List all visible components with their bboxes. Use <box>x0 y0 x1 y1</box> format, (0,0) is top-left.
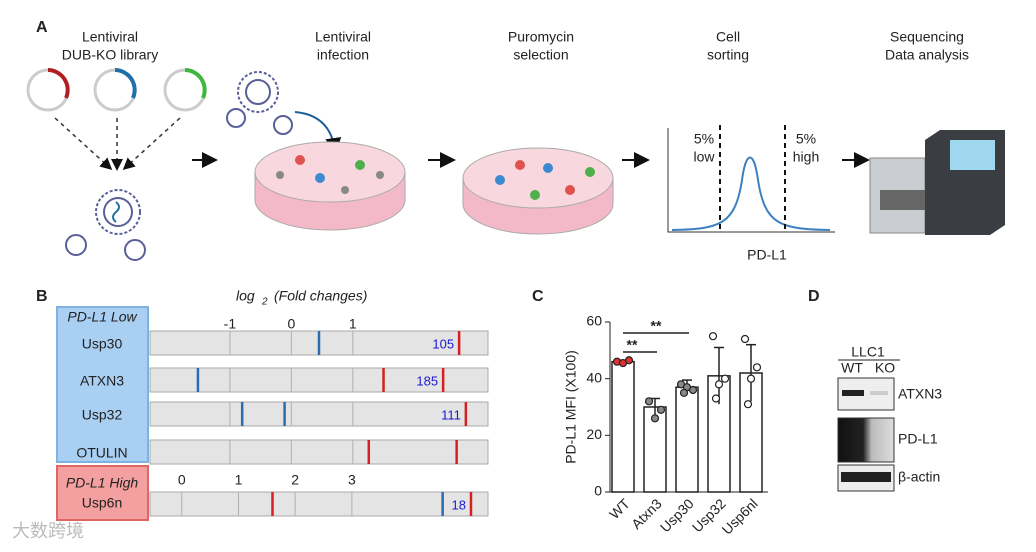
data-point <box>746 374 756 383</box>
axis-title-sub: 2 <box>261 297 268 308</box>
step-title: Lentiviral <box>82 29 138 45</box>
significance-label: ** <box>627 337 638 353</box>
panel-label: D <box>808 288 820 305</box>
x-tick-label: 0 <box>287 316 295 332</box>
gate-label: low <box>693 149 715 165</box>
x-tick-label: Usp30 <box>657 495 697 535</box>
step-title: selection <box>513 47 568 63</box>
step-title: Lentiviral <box>315 29 371 45</box>
blot-label: ATXN3 <box>898 386 942 402</box>
data-point <box>650 414 660 423</box>
y-tick-label: 20 <box>586 426 602 442</box>
data-point <box>708 332 718 341</box>
count-label: 18 <box>452 497 466 512</box>
step-title: DUB-KO library <box>62 47 158 63</box>
panel-label: C <box>532 288 544 305</box>
blots <box>837 377 895 492</box>
dashed-arrows <box>54 117 181 171</box>
row-bar <box>149 439 489 465</box>
row-name: Usp30 <box>82 336 123 352</box>
x-tick-label: 0 <box>178 472 186 488</box>
data-point <box>720 374 730 383</box>
step-title: sorting <box>707 47 749 63</box>
axis-label: PD-L1 <box>747 247 787 263</box>
sequencer <box>869 130 1005 235</box>
gate-label: high <box>793 149 819 165</box>
x-tick-label: WT <box>606 495 633 522</box>
step-titles: Lentiviral DUB-KO library Lentiviral inf… <box>62 29 969 63</box>
significance-label: ** <box>651 318 662 334</box>
count-label: 185 <box>416 373 438 388</box>
row-name: ATXN3 <box>80 373 124 389</box>
x-tick-label: 1 <box>349 316 357 332</box>
group-label: PD-L1 Low <box>67 309 137 325</box>
group-label: PD-L1 High <box>66 475 139 491</box>
lane-label: WT <box>841 360 863 376</box>
data-point <box>752 363 762 372</box>
blot-label: β-actin <box>898 469 940 485</box>
row-name: Usp6n <box>82 495 122 511</box>
step-title: Cell <box>716 29 740 45</box>
blot-label: PD-L1 <box>898 431 938 447</box>
axis-title: (Fold changes) <box>274 288 367 304</box>
row-name: Usp32 <box>82 407 123 423</box>
data-point <box>711 394 721 403</box>
y-axis-label: PD-L1 MFI (X100) <box>563 350 579 464</box>
panel-b: PD-L1 Low -1 0 1 Usp30 105 ATXN3 185 Usp32 111 OTU… <box>56 306 489 521</box>
data-point <box>714 380 724 389</box>
group-box <box>56 306 149 463</box>
data-point <box>618 358 628 368</box>
panel-label: A <box>36 19 48 36</box>
count-label: 105 <box>432 336 454 351</box>
row-bar <box>149 367 489 393</box>
dishes <box>254 141 614 235</box>
step-title: Sequencing <box>890 29 964 45</box>
viruses <box>65 71 293 261</box>
row-name: OTULIN <box>76 445 127 461</box>
bar <box>611 360 635 493</box>
row-bar <box>149 401 489 427</box>
x-tick-label: 2 <box>291 472 299 488</box>
bar <box>675 386 699 493</box>
x-tick-label: Usp6nl <box>719 495 761 537</box>
group-box <box>56 465 149 521</box>
count-label: 111 <box>441 407 461 422</box>
step-title: infection <box>317 47 369 63</box>
data-point <box>679 388 689 397</box>
watermark: 大数跨境 <box>12 521 84 541</box>
gate-label: 5% <box>796 131 816 147</box>
data-point <box>644 397 654 406</box>
data-point <box>740 334 750 344</box>
cell-line: LLC1 <box>851 344 885 360</box>
y-tick-label: 0 <box>594 483 602 499</box>
data-point <box>656 405 666 414</box>
axis-title: log <box>236 288 255 304</box>
y-tick-label: 60 <box>586 313 602 329</box>
gate-label: 5% <box>694 131 714 147</box>
data-point <box>743 400 753 409</box>
flow-plot <box>667 125 835 233</box>
x-tick-label: 1 <box>235 472 243 488</box>
y-tick-label: 40 <box>586 369 602 385</box>
panel-label: B <box>36 288 48 305</box>
row-bar <box>149 491 489 517</box>
lane-label: KO <box>875 360 895 376</box>
step-title: Puromycin <box>508 29 574 45</box>
x-tick-label: -1 <box>224 316 237 332</box>
step-title: Data analysis <box>885 47 969 63</box>
x-tick-label: 3 <box>348 472 356 488</box>
plasmids <box>26 68 207 112</box>
